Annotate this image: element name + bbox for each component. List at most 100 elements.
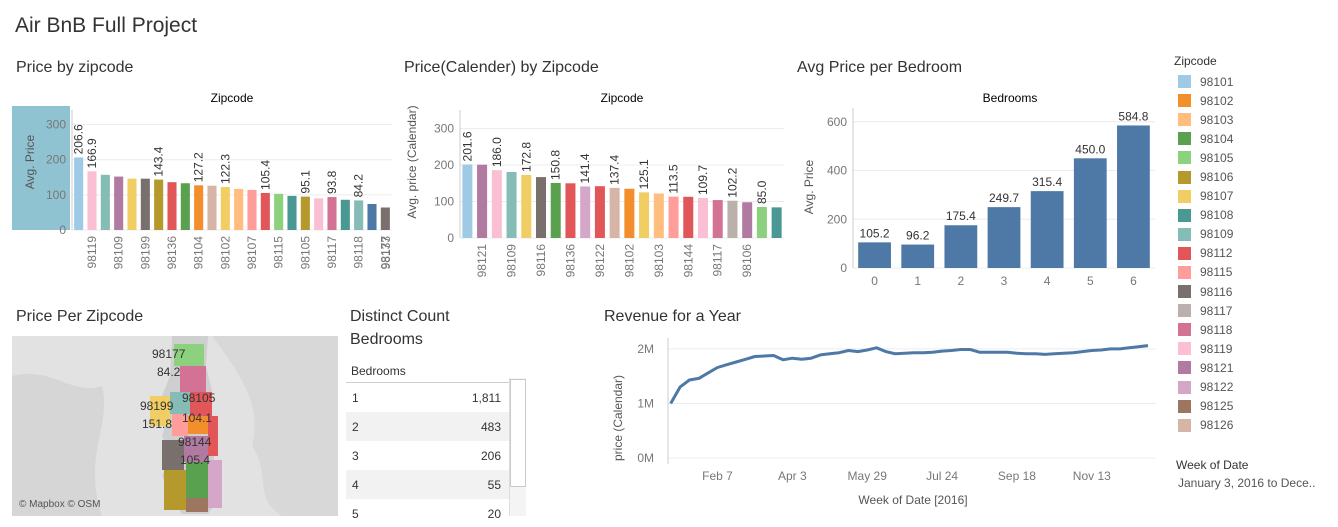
bar[interactable] xyxy=(234,188,244,230)
legend-item-98112[interactable]: 98112 xyxy=(1174,244,1338,263)
bar[interactable] xyxy=(167,182,177,230)
x-tick-label: 98133 xyxy=(379,236,393,270)
bar[interactable] xyxy=(74,157,84,230)
price-calendar-chart[interactable]: Zipcode Avg. price (Calendar) 0 100 200 300… xyxy=(400,82,790,282)
bar[interactable] xyxy=(712,200,723,238)
table-body: 1 1,811 2 483 3 206 4 55 5 20 xyxy=(346,383,526,518)
bar[interactable] xyxy=(260,192,270,230)
legend-item-98102[interactable]: 98102 xyxy=(1174,91,1338,110)
bar[interactable] xyxy=(100,174,110,230)
bar[interactable] xyxy=(624,188,635,238)
bar[interactable] xyxy=(653,193,664,238)
bar[interactable] xyxy=(220,187,230,230)
bar[interactable] xyxy=(114,176,124,230)
bar[interactable] xyxy=(207,185,217,230)
table-row[interactable]: 1 1,811 xyxy=(346,383,526,412)
bar[interactable] xyxy=(354,200,364,230)
revenue-line[interactable] xyxy=(669,344,1149,405)
bar[interactable] xyxy=(506,171,517,238)
table-row[interactable]: 2 483 xyxy=(346,412,526,441)
bar[interactable] xyxy=(340,199,350,230)
table-scrollbar-thumb[interactable] xyxy=(510,379,526,487)
bar[interactable] xyxy=(944,225,978,268)
bar[interactable] xyxy=(594,186,605,238)
legend-item-98109[interactable]: 98109 xyxy=(1174,225,1338,244)
bar[interactable] xyxy=(127,178,137,230)
bar[interactable] xyxy=(683,196,694,238)
legend-label: 98112 xyxy=(1200,246,1233,261)
zip-region xyxy=(186,462,208,498)
bar[interactable] xyxy=(987,207,1021,268)
bar[interactable] xyxy=(274,193,284,230)
legend-item-98125[interactable]: 98125 xyxy=(1174,397,1338,416)
bar[interactable] xyxy=(639,192,650,238)
legend-item-98116[interactable]: 98116 xyxy=(1174,282,1338,301)
bar[interactable] xyxy=(742,202,753,238)
bar[interactable] xyxy=(697,197,709,238)
bar[interactable] xyxy=(756,207,767,238)
legend-item-98115[interactable]: 98115 xyxy=(1174,263,1338,282)
legend-item-98122[interactable]: 98122 xyxy=(1174,378,1338,397)
bar[interactable] xyxy=(462,164,473,238)
bar[interactable] xyxy=(194,185,204,230)
revenue-chart[interactable]: price (Calendar) Week of Date [2016] 0M 1… xyxy=(600,330,1170,520)
legend-label: 98119 xyxy=(1200,341,1233,356)
bar[interactable] xyxy=(287,195,297,230)
table-row[interactable]: 4 55 xyxy=(346,470,526,499)
bar[interactable] xyxy=(180,183,190,230)
bar[interactable] xyxy=(565,183,576,238)
bar[interactable] xyxy=(87,171,97,230)
bar[interactable] xyxy=(477,164,488,238)
legend-item-98121[interactable]: 98121 xyxy=(1174,358,1338,377)
bar[interactable] xyxy=(380,207,390,230)
bar[interactable] xyxy=(521,174,532,238)
bar[interactable] xyxy=(580,186,591,238)
bar[interactable] xyxy=(771,207,782,238)
legend-item-98106[interactable]: 98106 xyxy=(1174,167,1338,186)
price-by-zipcode-chart[interactable]: Zipcode Avg. Price 0 100 200 300 206.6 166.9… xyxy=(0,82,395,282)
legend-item-98117[interactable]: 98117 xyxy=(1174,301,1338,320)
bar[interactable] xyxy=(727,200,738,238)
bar[interactable] xyxy=(247,189,257,230)
zip-region xyxy=(172,414,188,436)
legend-item-98119[interactable]: 98119 xyxy=(1174,339,1338,358)
y-tick-label: 300 xyxy=(46,118,66,132)
bar[interactable] xyxy=(901,244,935,268)
bar[interactable] xyxy=(367,203,377,230)
legend-item-98101[interactable]: 98101 xyxy=(1174,72,1338,91)
bar[interactable] xyxy=(491,170,502,238)
table-row[interactable]: 5 20 xyxy=(346,499,526,519)
legend-item-98118[interactable]: 98118 xyxy=(1174,320,1338,339)
bar[interactable] xyxy=(668,196,679,238)
y-tick-label: 600 xyxy=(827,115,847,129)
bar[interactable] xyxy=(550,183,561,238)
legend-item-98108[interactable]: 98108 xyxy=(1174,206,1338,225)
bar[interactable] xyxy=(314,198,324,230)
bar[interactable] xyxy=(1117,125,1150,268)
legend-item-98107[interactable]: 98107 xyxy=(1174,187,1338,206)
bar[interactable] xyxy=(140,178,150,230)
map-canvas[interactable]: 98177 84.2 98199 151.8 98105 104.1 98144… xyxy=(12,336,338,516)
distinct-count-table[interactable]: Bedrooms 1 1,811 2 483 3 206 4 55 5 20 xyxy=(346,358,526,518)
bar[interactable] xyxy=(1073,158,1107,268)
bar[interactable] xyxy=(1030,191,1064,268)
bar[interactable] xyxy=(154,179,164,230)
table-row[interactable]: 3 206 xyxy=(346,441,526,470)
price-per-zipcode-map[interactable]: 98177 84.2 98199 151.8 98105 104.1 98144… xyxy=(12,336,338,516)
x-tick-label: 5 xyxy=(1087,274,1094,288)
map-attribution[interactable]: © Mapbox © OSM xyxy=(19,499,101,510)
legend-swatch xyxy=(1178,208,1191,222)
avg-price-bedroom-chart[interactable]: Bedrooms Avg. Price 0 200 400 600 105.2 96.2… xyxy=(795,82,1165,292)
legend-item-98103[interactable]: 98103 xyxy=(1174,110,1338,129)
zipcode-legend[interactable]: Zipcode 98101 98102 98103 98104 98105 98106 98… xyxy=(1174,54,1338,435)
bar[interactable] xyxy=(535,177,547,238)
week-filter-value[interactable]: January 3, 2016 to Dece.. xyxy=(1178,476,1316,490)
legend-item-98104[interactable]: 98104 xyxy=(1174,129,1338,148)
bar[interactable] xyxy=(327,197,337,230)
bar-value-label: 84.2 xyxy=(352,174,366,198)
legend-item-98126[interactable]: 98126 xyxy=(1174,416,1338,435)
bar[interactable] xyxy=(858,242,891,268)
bar[interactable] xyxy=(609,187,620,238)
legend-item-98105[interactable]: 98105 xyxy=(1174,148,1338,167)
bar[interactable] xyxy=(300,196,310,230)
